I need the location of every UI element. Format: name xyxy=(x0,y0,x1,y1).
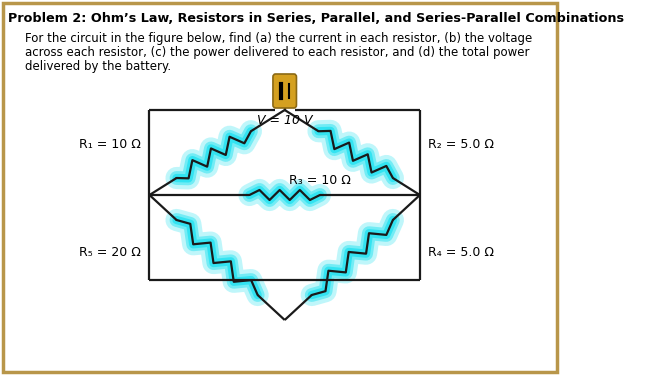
FancyBboxPatch shape xyxy=(149,110,420,280)
Text: R₁ = 10 Ω: R₁ = 10 Ω xyxy=(79,138,141,152)
Text: R₃ = 10 Ω: R₃ = 10 Ω xyxy=(289,174,351,187)
Text: R₄ = 5.0 Ω: R₄ = 5.0 Ω xyxy=(428,246,494,259)
Text: R₂ = 5.0 Ω: R₂ = 5.0 Ω xyxy=(428,138,494,152)
FancyBboxPatch shape xyxy=(273,74,296,108)
FancyBboxPatch shape xyxy=(3,3,557,372)
Text: across each resistor, (c) the power delivered to each resistor, and (d) the tota: across each resistor, (c) the power deli… xyxy=(25,46,530,59)
Text: V = 10 V: V = 10 V xyxy=(257,114,312,127)
Text: delivered by the battery.: delivered by the battery. xyxy=(25,60,171,73)
Text: R₅ = 20 Ω: R₅ = 20 Ω xyxy=(79,246,141,259)
Text: For the circuit in the figure below, find (a) the current in each resistor, (b) : For the circuit in the figure below, fin… xyxy=(25,32,532,45)
Text: Problem 2: Ohm’s Law, Resistors in Series, Parallel, and Series-Parallel Combina: Problem 2: Ohm’s Law, Resistors in Serie… xyxy=(9,12,624,25)
